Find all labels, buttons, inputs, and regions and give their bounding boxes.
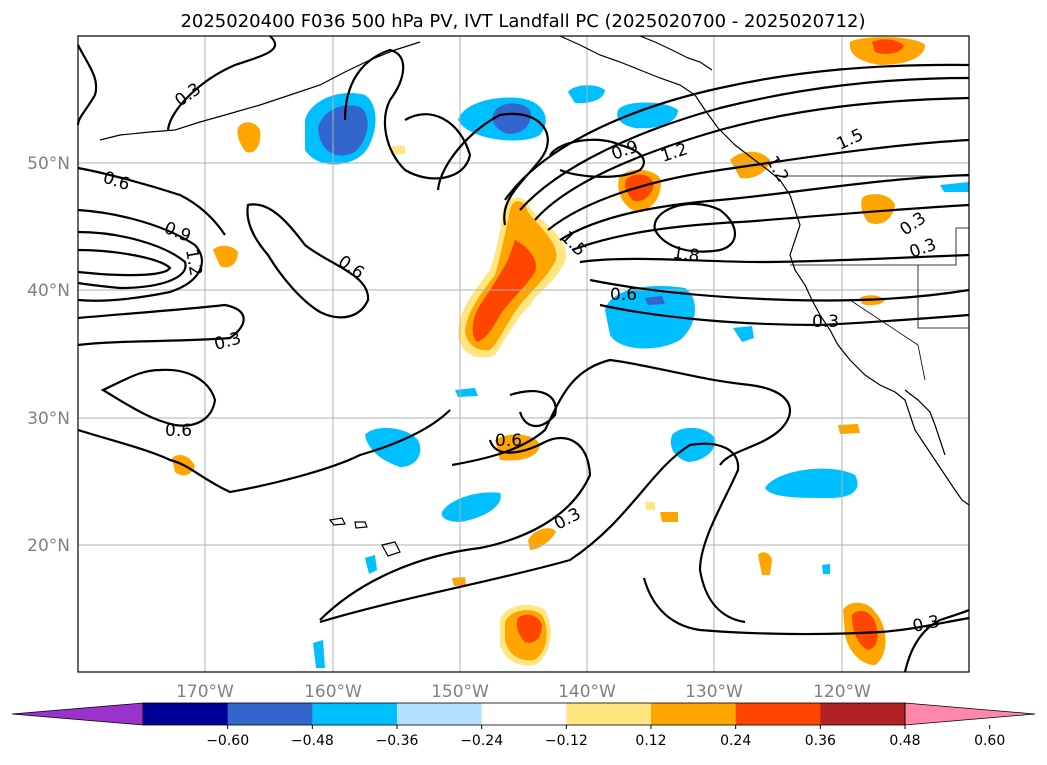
longitude-label: 150°W (431, 682, 489, 702)
colorbar-tick-label: −0.36 (376, 733, 419, 749)
colorbar-tick-label: 0.36 (805, 733, 836, 749)
map-background (78, 36, 969, 672)
contour-label: 0.3 (812, 312, 839, 332)
colorbar-segment (820, 703, 906, 725)
contour-label: 0.6 (610, 285, 637, 305)
colorbar-segment (481, 703, 567, 725)
colorbar-ticks: −0.60 −0.48 −0.36 −0.24 −0.12 0.12 0.24 0.36 0.4… (206, 725, 1005, 749)
colorbar-tick-label: 0.48 (889, 733, 920, 749)
longitude-label: 170°W (176, 682, 234, 702)
colorbar: −0.60 −0.48 −0.36 −0.24 −0.12 0.12 0.24 0.36 0.4… (11, 702, 1036, 749)
colorbar-tick-label: −0.48 (291, 733, 334, 749)
contour-label: 1.2 (181, 247, 205, 277)
colorbar-tick-label: 0.12 (635, 733, 666, 749)
latitude-label: 40°N (27, 281, 70, 301)
longitude-label: 140°W (558, 682, 616, 702)
colorbar-segment (651, 703, 737, 725)
colorbar-outline (142, 702, 906, 726)
colorbar-extend-low (11, 702, 144, 726)
colorbar-segment (397, 703, 483, 725)
contour-label: 0.6 (495, 431, 522, 451)
colorbar-tick-label: −0.12 (545, 733, 588, 749)
colorbar-segment (566, 703, 652, 725)
pv-negative-shading (305, 85, 969, 668)
colorbar-segment (143, 703, 229, 725)
contour-label: 0.6 (165, 421, 192, 441)
colorbar-tick-label: 0.60 (974, 733, 1005, 749)
political-borders (780, 175, 969, 381)
coastlines (99, 35, 970, 557)
map-frame (77, 35, 970, 673)
colorbar-tick-label: 0.24 (720, 733, 751, 749)
latitude-label: 30°N (27, 409, 70, 429)
latitude-label: 20°N (27, 536, 70, 556)
latitude-labels: 50°N 40°N 30°N 20°N (27, 154, 70, 556)
colorbar-segment (227, 703, 313, 725)
longitude-label: 120°W (813, 682, 871, 702)
colorbar-segment (312, 703, 398, 725)
latitude-label: 50°N (27, 154, 70, 174)
colorbar-tick-label: −0.60 (206, 733, 249, 749)
longitude-labels: 170°W 160°W 150°W 140°W 130°W 120°W (176, 682, 871, 702)
colorbar-segments (11, 702, 1036, 726)
map-title: 2025020400 F036 500 hPa PV, IVT Landfall… (180, 11, 865, 32)
longitude-label: 130°W (685, 682, 743, 702)
colorbar-tick-label: −0.24 (460, 733, 503, 749)
contour-label: 1.8 (671, 243, 701, 267)
colorbar-extend-high (904, 702, 1036, 726)
longitude-label: 160°W (304, 682, 362, 702)
colorbar-segment (735, 703, 821, 725)
